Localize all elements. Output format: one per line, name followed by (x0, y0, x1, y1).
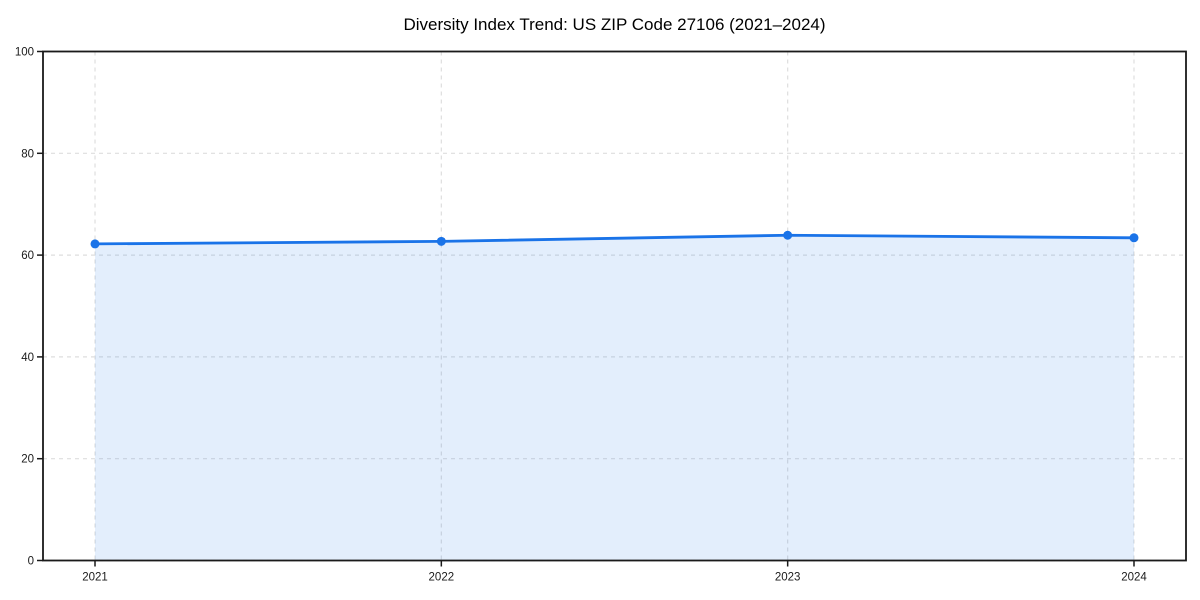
series-layer (90, 230, 1139, 561)
chart-title: Diversity Index Trend: US ZIP Code 27106… (403, 15, 825, 34)
y-tick-label: 60 (21, 250, 34, 262)
x-tick-label: 2023 (775, 572, 801, 584)
x-tick-label: 2024 (1121, 572, 1147, 584)
data-point-2021 (90, 239, 100, 249)
plot-frame (42, 50, 1187, 562)
data-point-2022 (436, 236, 446, 246)
axes-layer: 0 20 40 60 80 100 2021 2022 2023 2024 (15, 47, 1187, 584)
area-fill (95, 235, 1134, 561)
trend-line (93, 233, 1136, 246)
y-tick-label: 0 (28, 556, 34, 568)
x-tick-label: 2022 (429, 572, 455, 584)
data-point-2023 (783, 230, 793, 240)
data-point-2024 (1129, 233, 1139, 243)
y-tick-label: 80 (21, 148, 34, 160)
y-tick-label: 100 (15, 47, 34, 59)
y-tick-label: 20 (21, 454, 34, 466)
y-tick-label: 40 (21, 352, 34, 364)
x-tick-label: 2021 (82, 572, 108, 584)
